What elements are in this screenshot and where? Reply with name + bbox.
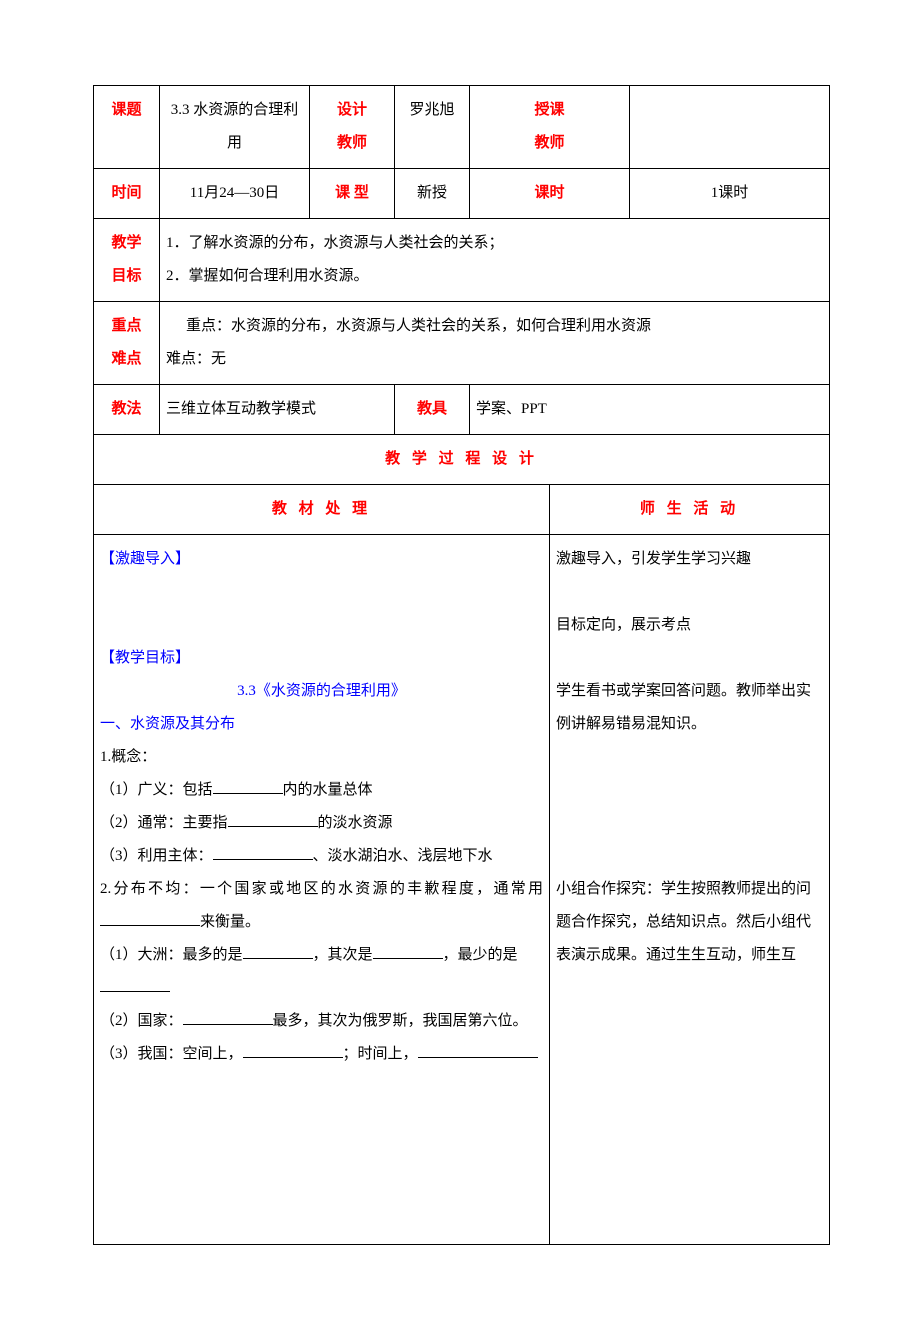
kp-line-1: 重点：水资源的分布，水资源与人类社会的关系，如何合理利用水资源 [166, 310, 823, 343]
keypoints-label: 重点 难点 [94, 302, 160, 385]
activity-4: 小组合作探究：学生按照教师提出的问题合作探究，总结知识点。然后小组代表演示成果。… [556, 873, 823, 972]
c3-post: 、淡水湖泊水、浅层地下水 [313, 848, 493, 864]
tools-label: 教具 [395, 385, 470, 435]
blank-3 [213, 859, 313, 860]
period-value: 1课时 [630, 169, 830, 219]
c3-pre: （3）利用主体： [100, 848, 213, 864]
column-headers-row: 教 材 处 理 师 生 活 动 [94, 485, 830, 535]
country-item: （2）国家： 最多，其次为俄罗斯，我国居第六位。 [100, 1005, 543, 1038]
c1-post: 内的水量总体 [283, 782, 373, 798]
period-label: 课时 [470, 169, 630, 219]
teacher-label: 授课 教师 [470, 86, 630, 169]
blank-1 [213, 793, 283, 794]
teacher-label-l1: 授课 [535, 102, 565, 118]
dist-post: 来衡量。 [200, 914, 260, 930]
china-pre: （3）我国：空间上， [100, 1046, 243, 1062]
tools-value: 学案、PPT [470, 385, 830, 435]
continent-item: （1）大洲：最多的是 ，其次是 ，最少的是 [100, 939, 543, 1005]
intro-label: 【激趣导入】 [100, 543, 543, 576]
designer-label-l2: 教师 [337, 135, 367, 151]
concept-2: （2）通常：主要指 的淡水资源 [100, 807, 543, 840]
method-value: 三维立体互动教学模式 [160, 385, 395, 435]
kp-label-l2: 难点 [111, 351, 141, 367]
lesson-plan-table: 课题 3.3 水资源的合理利用 设计 教师 罗兆旭 授课 教师 时间 11月24… [93, 85, 830, 1245]
activity-3: 学生看书或学案回答问题。教师举出实例讲解易错易混知识。 [556, 675, 823, 741]
type-label: 课 型 [310, 169, 395, 219]
blank-6 [373, 958, 443, 959]
obj-item-1: 1．了解水资源的分布，水资源与人类社会的关系； [166, 227, 823, 260]
blank-10 [418, 1057, 538, 1058]
china-mid: ；时间上， [343, 1046, 418, 1062]
process-header: 教 学 过 程 设 计 [94, 435, 830, 485]
blank-2 [228, 826, 318, 827]
blank-9 [243, 1057, 343, 1058]
cont-mid: ，其次是 [313, 947, 373, 963]
topic-value: 3.3 水资源的合理利用 [160, 86, 310, 169]
obj-label-l1: 教学 [111, 235, 141, 251]
keypoints-content: 重点：水资源的分布，水资源与人类社会的关系，如何合理利用水资源 难点：无 [160, 302, 830, 385]
kp-label-l1: 重点 [111, 318, 141, 334]
designer-value: 罗兆旭 [395, 86, 470, 169]
type-value: 新授 [395, 169, 470, 219]
materials-content: 【激趣导入】 【教学目标】 3.3《水资源的合理利用》 一、水资源及其分布 1.… [94, 535, 550, 1245]
concept-1: （1）广义：包括 内的水量总体 [100, 774, 543, 807]
activities-content: 激趣导入，引发学生学习兴趣 目标定向，展示考点 学生看书或学案回答问题。教师举出… [550, 535, 830, 1245]
method-label: 教法 [94, 385, 160, 435]
c1-pre: （1）广义：包括 [100, 782, 213, 798]
topic-label: 课题 [94, 86, 160, 169]
lesson-title: 3.3《水资源的合理利用》 [100, 675, 543, 708]
obj-label-l2: 目标 [111, 268, 141, 284]
distribution-line1: 2.分布不均：一个国家或地区的水资源的丰歉程度，通常用 [100, 873, 543, 906]
distribution-line2: 来衡量。 [100, 906, 543, 939]
blank-7 [100, 991, 170, 992]
activities-header: 师 生 活 动 [550, 485, 830, 535]
activity-2: 目标定向，展示考点 [556, 609, 823, 642]
main-content-row: 【激趣导入】 【教学目标】 3.3《水资源的合理利用》 一、水资源及其分布 1.… [94, 535, 830, 1245]
activity-1: 激趣导入，引发学生学习兴趣 [556, 543, 823, 576]
obj-item-2: 2．掌握如何合理利用水资源。 [166, 260, 823, 293]
kp-line-2: 难点：无 [166, 343, 823, 376]
method-row: 教法 三维立体互动教学模式 教具 学案、PPT [94, 385, 830, 435]
process-header-row: 教 学 过 程 设 计 [94, 435, 830, 485]
designer-label: 设计 教师 [310, 86, 395, 169]
teacher-value [630, 86, 830, 169]
blank-5 [243, 958, 313, 959]
objectives-content: 1．了解水资源的分布，水资源与人类社会的关系； 2．掌握如何合理利用水资源。 [160, 219, 830, 302]
objectives-row: 教学 目标 1．了解水资源的分布，水资源与人类社会的关系； 2．掌握如何合理利用… [94, 219, 830, 302]
blank-4 [100, 925, 200, 926]
cont-pre: （1）大洲：最多的是 [100, 947, 243, 963]
header-row-2: 时间 11月24—30日 课 型 新授 课时 1课时 [94, 169, 830, 219]
header-row-1: 课题 3.3 水资源的合理利用 设计 教师 罗兆旭 授课 教师 [94, 86, 830, 169]
concept-header: 1.概念： [100, 741, 543, 774]
china-item: （3）我国：空间上， ；时间上， [100, 1038, 543, 1071]
ctry-post: 最多，其次为俄罗斯，我国居第六位。 [273, 1013, 528, 1029]
materials-header: 教 材 处 理 [94, 485, 550, 535]
teacher-label-l2: 教师 [535, 135, 565, 151]
designer-label-l1: 设计 [337, 102, 367, 118]
c2-pre: （2）通常：主要指 [100, 815, 228, 831]
cont-mid2: ，最少的是 [443, 947, 518, 963]
objectives-section-label: 【教学目标】 [100, 642, 543, 675]
time-value: 11月24—30日 [160, 169, 310, 219]
keypoints-row: 重点 难点 重点：水资源的分布，水资源与人类社会的关系，如何合理利用水资源 难点… [94, 302, 830, 385]
ctry-pre: （2）国家： [100, 1013, 183, 1029]
concept-3: （3）利用主体： 、淡水湖泊水、浅层地下水 [100, 840, 543, 873]
time-label: 时间 [94, 169, 160, 219]
section-1-title: 一、水资源及其分布 [100, 708, 543, 741]
objectives-label: 教学 目标 [94, 219, 160, 302]
c2-post: 的淡水资源 [318, 815, 393, 831]
blank-8 [183, 1024, 273, 1025]
